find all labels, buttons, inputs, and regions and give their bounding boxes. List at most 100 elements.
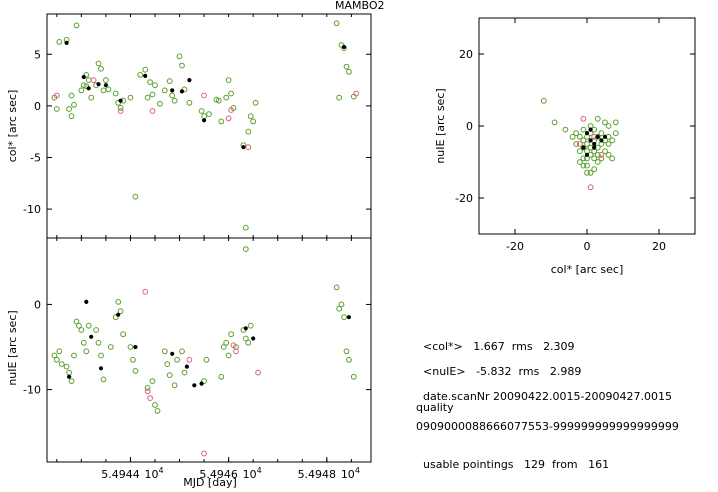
green-point xyxy=(602,119,608,126)
red-point xyxy=(225,115,232,122)
green-point xyxy=(147,79,154,85)
green-point xyxy=(186,99,193,106)
green-point xyxy=(98,65,104,72)
green-point xyxy=(66,106,72,112)
green-point xyxy=(201,378,208,385)
green-point xyxy=(584,141,590,147)
col-mean-value: 1.667 xyxy=(473,340,505,353)
green-point xyxy=(247,322,254,329)
black-point xyxy=(595,134,600,139)
quality-value: 0909000088666077553-999999999999999999 xyxy=(416,420,679,433)
green-point xyxy=(569,133,576,140)
data-points xyxy=(540,97,619,191)
green-point xyxy=(171,97,178,104)
green-point xyxy=(115,299,122,305)
y-tick-label: -20 xyxy=(455,192,473,205)
green-point xyxy=(594,115,601,122)
green-point xyxy=(166,372,173,379)
green-point xyxy=(161,348,168,355)
black-point xyxy=(599,138,604,143)
green-point xyxy=(68,92,75,99)
x-tick-label: 0 xyxy=(584,240,591,253)
y-tick-label: 0 xyxy=(34,298,41,311)
date-value: 20090422.0015-20090427.0015 xyxy=(493,390,672,403)
green-point xyxy=(580,144,587,151)
green-point xyxy=(95,339,102,346)
red-point xyxy=(201,450,208,457)
black-point xyxy=(170,88,175,93)
green-point xyxy=(333,284,340,291)
date-line: date.scanNr 20090422.0015-20090427.0015 xyxy=(416,377,672,403)
rms-label: rms xyxy=(518,365,540,378)
black-point xyxy=(581,145,586,150)
green-point xyxy=(343,63,350,70)
nuie-mean-value: -5.832 xyxy=(476,365,512,378)
green-point xyxy=(336,94,343,101)
x-tick-multiplier: 104 xyxy=(243,466,262,481)
green-point xyxy=(201,113,208,120)
green-point xyxy=(605,123,612,129)
black-point xyxy=(592,141,597,147)
rms-label: rms xyxy=(511,340,533,353)
green-point xyxy=(58,361,65,368)
green-point xyxy=(68,378,75,385)
green-point xyxy=(149,378,156,385)
black-point xyxy=(346,315,351,320)
col-rms-value: 2.309 xyxy=(543,340,575,353)
x-tick-label: -20 xyxy=(506,240,524,253)
red-point xyxy=(53,92,60,99)
x-axis-label: col* [arc sec] xyxy=(551,263,624,276)
green-point xyxy=(53,356,60,363)
green-point xyxy=(112,90,119,97)
black-point xyxy=(89,334,94,339)
green-point xyxy=(350,373,357,380)
x-tick-multiplier: 104 xyxy=(341,466,360,481)
green-point xyxy=(179,62,185,69)
plot-frame xyxy=(46,13,372,239)
x-tick-label: 20 xyxy=(652,240,666,253)
green-point xyxy=(127,344,134,350)
red-point xyxy=(255,369,262,376)
green-point xyxy=(584,169,590,176)
red-point xyxy=(233,348,239,355)
green-point xyxy=(206,111,212,117)
red-point xyxy=(353,90,360,97)
black-point xyxy=(98,366,104,371)
green-point xyxy=(245,128,252,135)
green-point xyxy=(152,402,158,408)
green-point xyxy=(346,356,352,363)
red-point xyxy=(580,115,587,122)
green-point xyxy=(242,335,249,342)
green-point xyxy=(223,339,230,346)
green-point xyxy=(144,385,151,391)
green-point xyxy=(130,356,136,363)
green-point xyxy=(157,100,163,107)
black-point xyxy=(602,134,608,139)
black-point xyxy=(179,89,185,94)
black-point xyxy=(103,83,109,88)
plot-frame xyxy=(46,237,372,463)
green-point xyxy=(562,126,569,133)
green-point xyxy=(573,141,580,147)
black-point xyxy=(592,145,597,150)
x-tick-label: 5.4948 xyxy=(298,468,337,481)
green-point xyxy=(112,314,119,321)
green-point xyxy=(343,348,350,355)
y-axis-label: nuIE [arc sec] xyxy=(6,310,19,385)
col-mean-label: <col*> xyxy=(423,340,463,353)
green-point xyxy=(95,60,102,67)
red-point xyxy=(186,356,193,363)
green-point xyxy=(78,327,85,333)
green-point xyxy=(71,352,77,359)
plot-frame xyxy=(478,17,696,235)
red-point xyxy=(149,108,156,114)
col-stats-line: <col*> 1.667 rms 2.309 xyxy=(416,327,575,353)
green-point xyxy=(540,97,547,104)
green-point xyxy=(63,363,70,370)
black-point xyxy=(81,74,86,80)
red-point xyxy=(142,288,149,295)
green-point xyxy=(73,318,80,325)
red-point xyxy=(230,342,237,349)
red-point xyxy=(245,144,252,151)
red-point xyxy=(576,141,583,147)
